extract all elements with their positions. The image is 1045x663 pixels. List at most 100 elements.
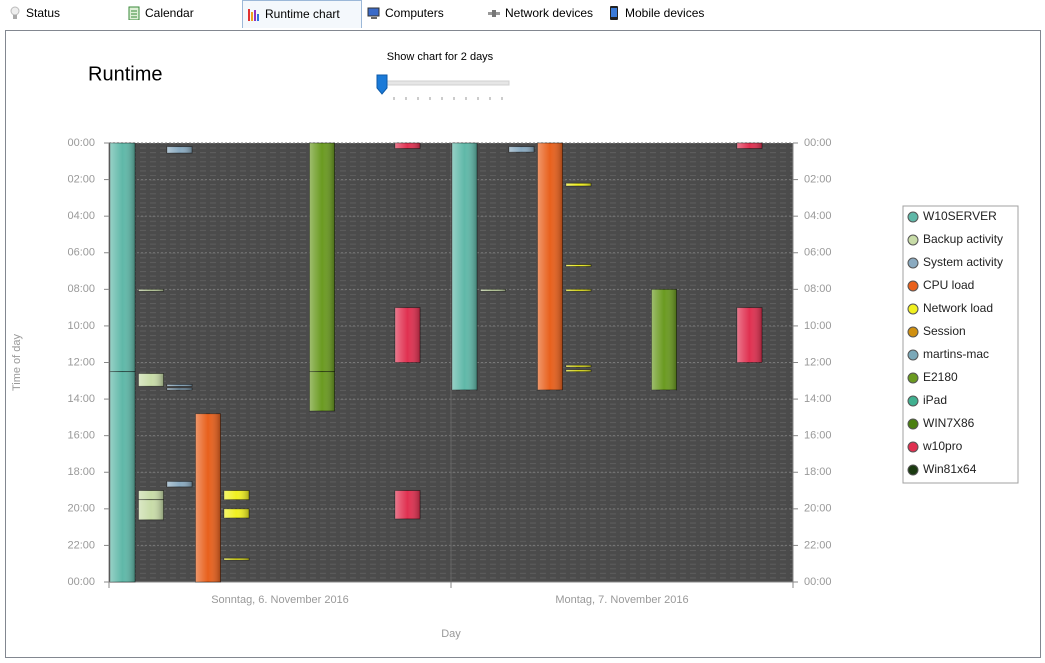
legend-label: E2180 — [923, 370, 958, 384]
bar-shade — [167, 384, 193, 387]
bar-shade — [395, 307, 421, 363]
legend-label: Backup activity — [923, 232, 1003, 246]
y2-tick-label: 14:00 — [804, 393, 832, 405]
y2-tick-label: 22:00 — [804, 539, 832, 551]
y-tick-label: 08:00 — [67, 283, 95, 295]
y2-tick-label: 18:00 — [804, 466, 832, 478]
y2-tick-label: 16:00 — [804, 430, 832, 442]
y2-tick-label: 10:00 — [804, 320, 832, 332]
legend-marker — [907, 349, 919, 361]
tab-label: Calendar — [145, 6, 194, 20]
x-tick-label: Montag, 7. November 2016 — [555, 594, 688, 606]
slider-track[interactable] — [379, 80, 510, 86]
y-tick-label: 10:00 — [67, 320, 95, 332]
bar-shade — [395, 143, 421, 149]
runtime-bar — [394, 307, 421, 363]
legend-marker — [907, 326, 919, 338]
runtime-bar — [565, 182, 592, 187]
x-axis-label: Day — [441, 628, 461, 640]
tab-label: Status — [26, 6, 61, 20]
bar-shade — [138, 490, 164, 500]
tab[interactable]: Computers — [367, 0, 457, 27]
runtime-bar — [223, 508, 250, 519]
bar-shade — [737, 307, 763, 363]
y2-tick-label: 00:00 — [804, 576, 832, 588]
tab[interactable]: Calendar — [127, 0, 227, 27]
runtime-bar — [736, 142, 763, 149]
bar-shade — [309, 143, 335, 372]
tab[interactable]: Mobile devices — [607, 0, 717, 27]
legend-label: W10SERVER — [923, 209, 997, 223]
runtime-panel — [5, 30, 1041, 658]
bar-shade — [110, 371, 136, 582]
legend-box — [902, 205, 1019, 484]
y-tick-label: 12:00 — [67, 356, 95, 368]
runtime-bar — [565, 288, 592, 292]
legend-label: WIN7X86 — [923, 416, 975, 430]
y-tick-label: 22:00 — [67, 539, 95, 551]
bar-shade — [309, 371, 335, 411]
runtime-bar — [736, 307, 763, 363]
legend-marker — [907, 395, 919, 407]
legend-marker — [907, 280, 919, 292]
runtime-bar — [508, 146, 535, 153]
runtime-bar — [166, 384, 193, 387]
y-tick-label: 16:00 — [67, 430, 95, 442]
runtime-bar — [223, 490, 250, 501]
bar-shade — [566, 369, 592, 372]
tab[interactable]: Network devices — [487, 0, 597, 27]
legend-label: iPad — [923, 393, 947, 407]
y-tick-label: 06:00 — [67, 247, 95, 259]
tab-icon — [248, 9, 259, 21]
runtime-bar — [109, 371, 136, 583]
y2-tick-label: 02:00 — [804, 173, 832, 185]
y2-tick-label: 12:00 — [804, 356, 832, 368]
legend: W10SERVER Backup activity System activity C… — [902, 205, 1019, 484]
legend-label: Network load — [923, 301, 993, 315]
tab[interactable]: Status — [8, 0, 78, 27]
bar-shade — [395, 490, 421, 519]
tab-icon — [10, 6, 20, 19]
y-tick-label: 02:00 — [67, 173, 95, 185]
legend-marker — [907, 441, 919, 453]
legend-marker — [907, 234, 919, 246]
slider-ticks — [393, 97, 503, 100]
legend-label: CPU load — [923, 278, 974, 292]
tab-bar: Status Calendar Runtime chart Computers … — [0, 0, 1045, 28]
y-tick-label: 00:00 — [67, 137, 95, 149]
tab-label: Mobile devices — [625, 6, 705, 20]
runtime-bar — [565, 369, 592, 373]
legend-label: Session — [923, 324, 966, 338]
bar-shade — [224, 490, 250, 500]
runtime-bar — [138, 373, 164, 387]
runtime-bar — [651, 288, 677, 391]
bar-shade — [737, 143, 763, 149]
legend-label: w10pro — [922, 439, 963, 453]
bar-shade — [138, 373, 164, 387]
runtime-bar — [138, 490, 164, 501]
legend-label: martins-mac — [923, 347, 989, 361]
bar-shade — [537, 143, 563, 390]
runtime-bar — [394, 142, 421, 149]
runtime-bar — [451, 142, 478, 391]
slider[interactable] — [376, 74, 510, 100]
runtime-bar — [309, 142, 335, 373]
bar-shade — [566, 289, 592, 292]
runtime-bar — [195, 413, 221, 583]
tab[interactable]: Runtime chart — [242, 0, 362, 28]
bar-shade — [224, 558, 250, 561]
y2-tick-label: 20:00 — [804, 503, 832, 515]
bar-shade — [138, 499, 164, 520]
bar-shade — [480, 289, 506, 292]
panel-title: Runtime — [88, 63, 162, 85]
legend-marker — [907, 464, 919, 476]
legend-label: System activity — [923, 255, 1003, 269]
slider-label: Show chart for 2 days — [387, 51, 494, 63]
x-tick-label: Sonntag, 6. November 2016 — [211, 594, 349, 606]
bar-shade — [452, 143, 478, 390]
bar-shade — [566, 365, 592, 368]
runtime-bar — [537, 142, 563, 391]
slider-thumb[interactable] — [376, 74, 388, 95]
y-axis-label: Time of day — [11, 333, 23, 391]
